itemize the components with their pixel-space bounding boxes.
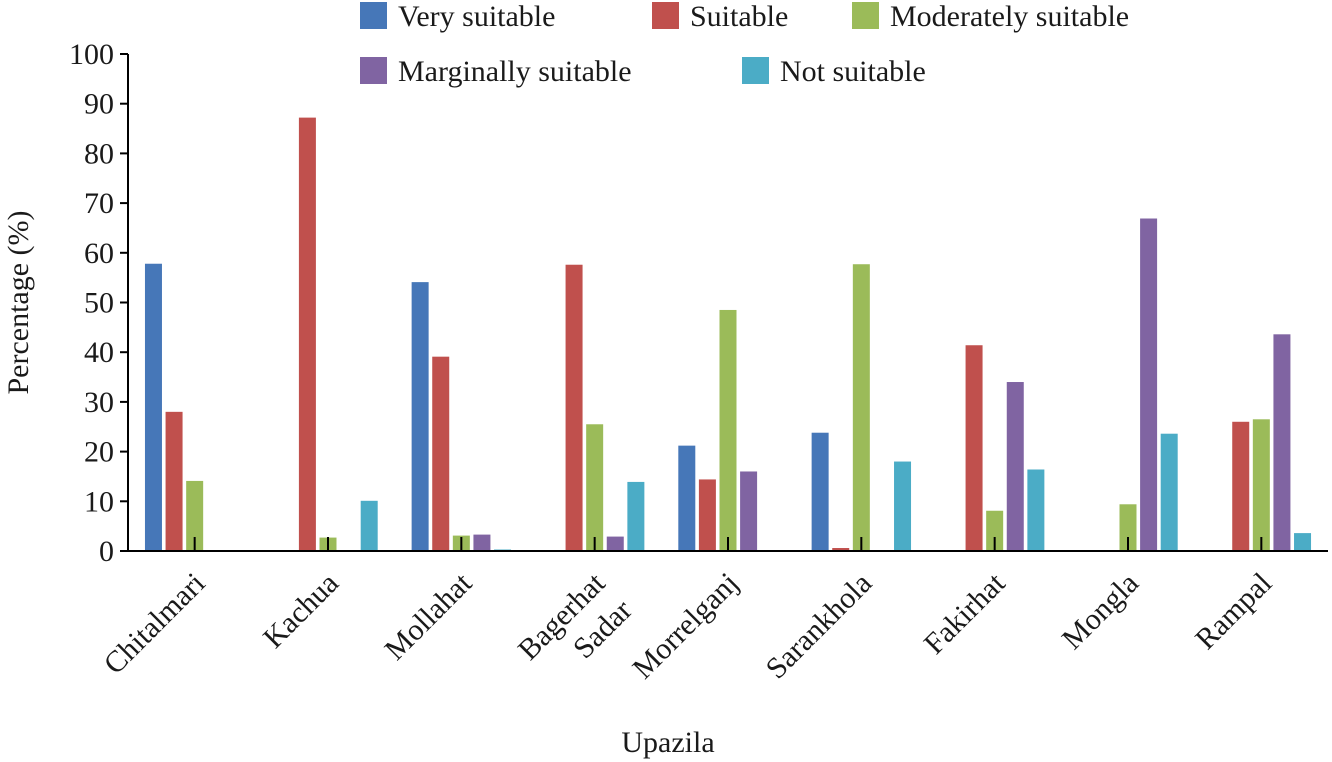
legend-item: Very suitable (360, 0, 555, 33)
legend-label: Not suitable (780, 55, 926, 88)
y-tick-label: 10 (84, 485, 114, 518)
x-axis: Chitalmari Kachua Mollahat BagerhatSadarMor… (98, 537, 1328, 693)
y-tick-label: 0 (99, 535, 114, 568)
legend-swatch (742, 57, 769, 84)
bar: Marginally suitable – Rampal: 43.6% (1273, 334, 1291, 551)
x-tick-label: Kachua (257, 567, 345, 655)
bar: Marginally suitable – Mongla: 66.9% (1140, 218, 1158, 551)
x-tick-label: Sarankhola (760, 567, 879, 686)
legend-label: Marginally suitable (398, 55, 632, 88)
y-tick-label: 30 (84, 386, 114, 419)
bar: Suitable – Bagerhat Sadar: 57.6% (565, 264, 583, 551)
y-tick-label: 40 (84, 336, 114, 369)
bar: Suitable – Sarankhola: 0.6% (832, 548, 850, 551)
bar: Moderately suitable – Morrelganj: 48.5% (719, 309, 737, 551)
bar: Not suitable – Kachua: 10.1% (360, 500, 378, 551)
bar: Suitable – Rampal: 26% (1232, 421, 1250, 551)
x-tick-label: Mollahat (378, 566, 478, 666)
bar: Moderately suitable – Rampal: 26.5% (1252, 419, 1270, 551)
bar: Moderately suitable – Fakirhat: 8.1% (986, 510, 1004, 551)
y-tick-label: 70 (84, 187, 114, 220)
bar: Suitable – Morrelganj: 14.4% (698, 479, 716, 551)
x-tick-label: Fakirhat (918, 566, 1012, 660)
bar: Marginally suitable – Fakirhat: 34% (1006, 382, 1024, 551)
bar: Moderately suitable – Mongla: 9.4% (1119, 504, 1137, 551)
bar: Suitable – Fakirhat: 41.4% (965, 345, 983, 551)
bar: Very suitable – Sarankhola: 23.8% (811, 432, 829, 551)
bar: Marginally suitable – Bagerhat Sadar: 2.… (606, 536, 624, 551)
x-tick-label: Chitalmari (98, 567, 212, 681)
legend-item: Marginally suitable (360, 55, 632, 88)
legend-label: Moderately suitable (890, 0, 1129, 33)
bar: Not suitable – Fakirhat: 16.4% (1027, 469, 1045, 551)
y-tick-label: 100 (69, 38, 114, 71)
y-tick-label: 50 (84, 287, 114, 320)
bar: Not suitable – Mongla: 23.6% (1160, 433, 1178, 551)
legend-label: Suitable (690, 0, 788, 33)
bar: Not suitable – Sarankhola: 18% (894, 461, 912, 551)
bar: Very suitable – Chitalmari: 57.8% (144, 263, 162, 551)
legend-item: Moderately suitable (852, 0, 1129, 33)
bar: Moderately suitable – Sarankhola: 57.7% (852, 264, 870, 551)
bar: Suitable – Chitalmari: 28% (165, 411, 183, 551)
legend-item: Suitable (652, 0, 788, 33)
legend-swatch (360, 2, 387, 29)
legend: Very suitable Suitable Moderately suitable… (360, 0, 1129, 88)
y-tick-label: 90 (84, 88, 114, 121)
y-axis-title: Percentage (%) (2, 210, 35, 394)
bar: Moderately suitable – Bagerhat Sadar: 25… (586, 424, 604, 551)
legend-swatch (360, 57, 387, 84)
legend-item: Not suitable (742, 55, 926, 88)
bar: Very suitable – Morrelganj: 21.2% (678, 445, 696, 551)
bar: Not suitable – Bagerhat Sadar: 13.9% (627, 481, 645, 551)
y-tick-label: 80 (84, 137, 114, 170)
legend-swatch (652, 2, 679, 29)
x-tick-label: Mongla (1056, 567, 1145, 656)
bars: Very suitable – Chitalmari: 57.8%Suitabl… (144, 117, 1312, 551)
bar: Moderately suitable – Chitalmari: 14.1% (186, 480, 204, 551)
y-tick-label: 20 (84, 436, 114, 469)
bar: Marginally suitable – Morrelganj: 16% (740, 471, 758, 551)
x-axis-title: Upazila (621, 726, 714, 759)
y-tick-label: 60 (84, 237, 114, 270)
x-tick-label: Rampal (1189, 567, 1278, 656)
x-tick-label: BagerhatSadar (512, 566, 639, 693)
x-tick-label: Morrelganj (626, 567, 745, 686)
bar: Suitable – Kachua: 87.2% (298, 117, 316, 551)
legend-label: Very suitable (398, 0, 555, 33)
bar: Very suitable – Mollahat: 54.1% (411, 282, 429, 551)
bar: Suitable – Mollahat: 39.1% (432, 356, 450, 551)
legend-swatch (852, 2, 879, 29)
bar: Not suitable – Rampal: 3.6% (1294, 533, 1312, 551)
y-axis: 0 10 20 30 40 50 60 70 80 90 100 (69, 38, 129, 568)
bar: Marginally suitable – Mollahat: 3.3% (473, 534, 491, 551)
